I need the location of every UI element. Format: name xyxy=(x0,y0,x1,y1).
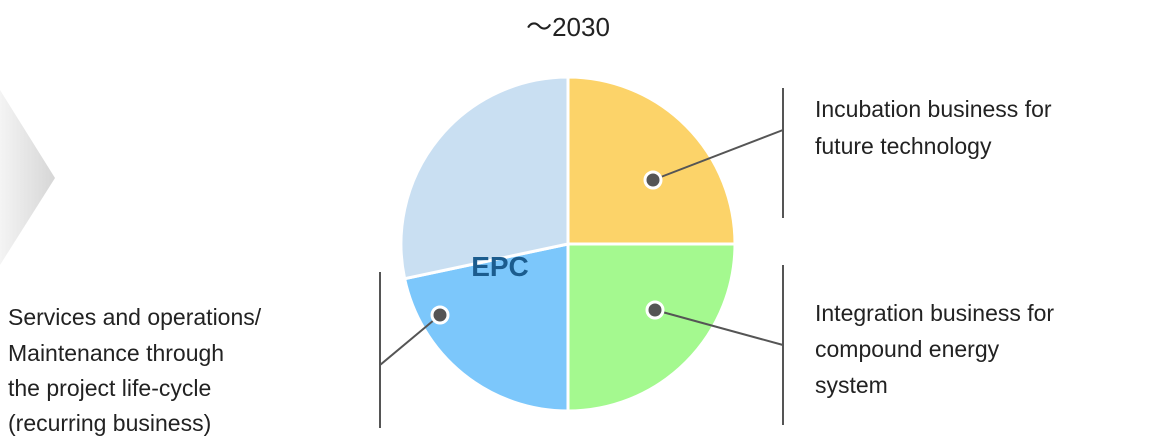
callout-line: system xyxy=(815,372,888,398)
center-label: EPC xyxy=(471,251,529,282)
callout-line: Services and operations/ xyxy=(8,304,262,330)
callout-line: future technology xyxy=(815,133,992,159)
segment-epc xyxy=(399,75,570,281)
callout-text: Incubation business for future technolog… xyxy=(8,96,1054,436)
callout-line: Incubation business for xyxy=(815,96,1052,122)
segment-integration xyxy=(566,242,737,413)
callout-line: Maintenance through xyxy=(8,340,224,366)
arrow-chevron xyxy=(0,90,55,265)
segment-incubation xyxy=(566,75,737,246)
connectors xyxy=(379,88,784,428)
callout-line: the project life-cycle xyxy=(8,375,211,401)
callout-line: compound energy xyxy=(815,336,1000,362)
title: ～2030 xyxy=(526,12,610,42)
segment-services xyxy=(402,242,570,413)
callout-line: Integration business for xyxy=(815,300,1054,326)
callout-dots xyxy=(430,170,665,325)
callout-line: (recurring business) xyxy=(8,410,211,436)
